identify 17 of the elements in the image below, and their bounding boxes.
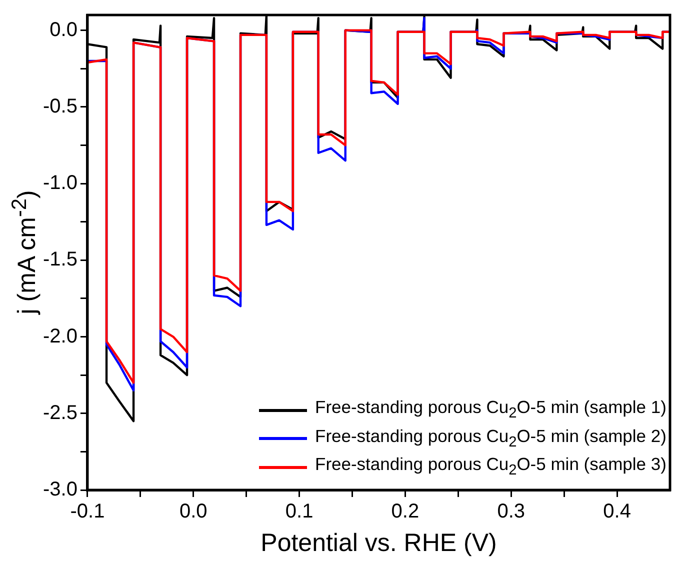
legend-label: Free-standing porous Cu$_{2}$O-5 min (sample 3) — [315, 453, 666, 480]
y-tick-label: -1.5 — [42, 248, 78, 271]
x-axis-title: Potential vs. RHE (V) — [260, 528, 497, 557]
x-tick-label: 0.0 — [179, 500, 208, 523]
legend-label: Free-standing porous Cu$_{2}$O-5 min (sample 1) — [315, 396, 666, 424]
x-tick-label: 0.2 — [391, 500, 420, 523]
x-tick-label: -0.1 — [70, 500, 105, 523]
legend-label: Free-standing porous Cu$_{2}$O-5 min (sample 2) — [315, 424, 666, 452]
x-tick-label: 0.1 — [285, 500, 314, 523]
y-tick-label: -0.5 — [42, 95, 78, 118]
x-tick-label: 0.3 — [497, 500, 526, 523]
x-tick-label: 0.4 — [603, 500, 631, 523]
y-tick-label: -1.0 — [42, 172, 78, 194]
y-tick-label: -3.0 — [42, 478, 78, 501]
y-tick-label: 0.0 — [50, 18, 78, 41]
y-tick-label: -2.5 — [42, 402, 78, 424]
y-tick-label: -2.0 — [42, 325, 78, 348]
